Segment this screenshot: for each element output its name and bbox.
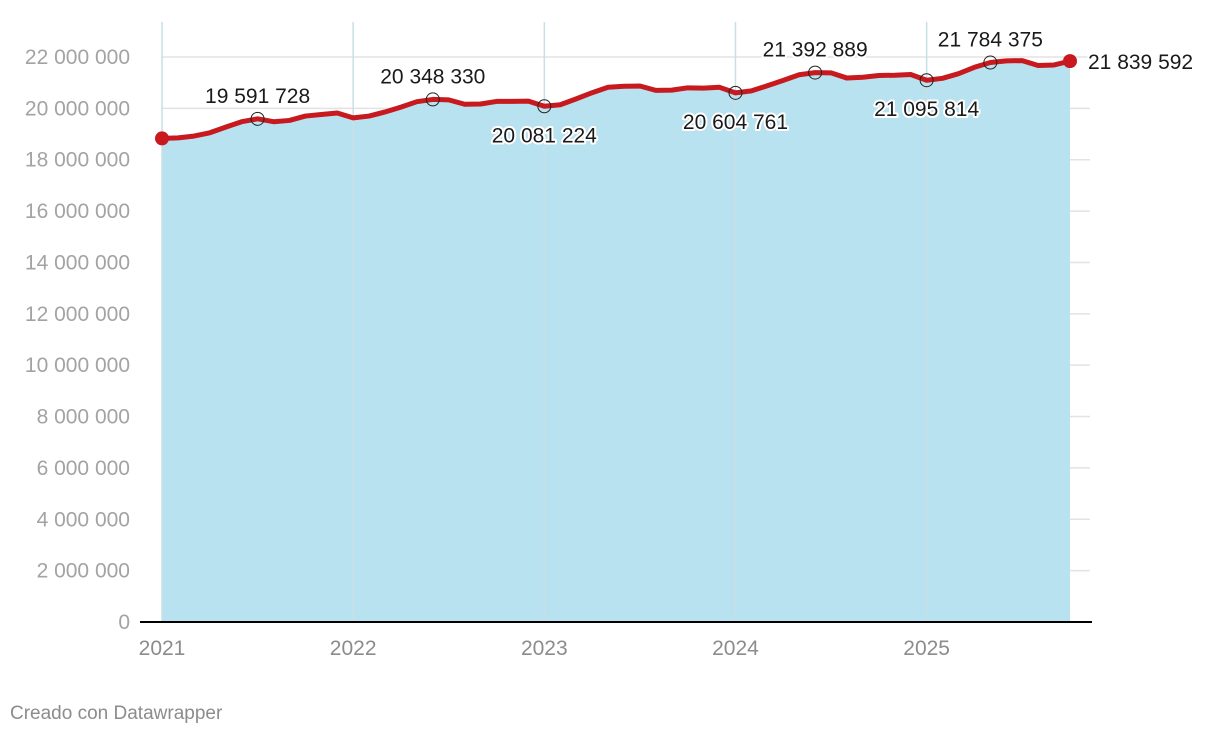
y-tick-label: 8 000 000 — [37, 406, 130, 429]
y-tick-label: 4 000 000 — [37, 508, 130, 531]
annotation-marker — [808, 65, 823, 80]
credit-text: Creado con Datawrapper — [10, 703, 223, 724]
x-tick-label: 2025 — [903, 637, 950, 660]
axes: 2021 2022 2023 2024 2025 — [139, 621, 1092, 660]
annotation-marker — [537, 99, 552, 114]
series-area — [162, 60, 1070, 622]
annotation-label: 20 604 761 — [683, 111, 788, 134]
y-tick-label: 14 000 000 — [25, 251, 130, 274]
y-tick-label: 22 000 000 — [25, 46, 130, 69]
series-line — [159, 58, 1073, 141]
annotation-label: 21 839 592 — [1088, 51, 1193, 74]
area-fill-layer — [162, 60, 1070, 622]
y-tick-label: 0 — [118, 611, 130, 634]
annotation-markers — [155, 54, 1077, 146]
series-line-layer — [159, 58, 1073, 141]
x-tick-label: 2022 — [330, 637, 377, 660]
annotation-marker — [919, 73, 934, 88]
annotation-label: 21 392 889 — [763, 39, 868, 62]
annotation-label: 21 784 375 — [938, 29, 1043, 52]
vertical-gridlines — [161, 22, 928, 622]
series-start-point — [155, 131, 169, 146]
y-tick-label: 16 000 000 — [25, 200, 130, 223]
y-tick-label: 6 000 000 — [37, 457, 130, 480]
x-tick-label: 2023 — [521, 637, 568, 660]
annotation-label: 20 081 224 — [492, 124, 597, 147]
annotation-label: 21 095 814 — [874, 98, 979, 121]
y-tick-label: 10 000 000 — [25, 354, 130, 377]
annotation-label: 20 348 330 — [380, 65, 485, 88]
y-tick-label: 2 000 000 — [37, 560, 130, 583]
y-tick-label: 18 000 000 — [25, 149, 130, 172]
y-tick-label: 12 000 000 — [25, 303, 130, 326]
x-tick-label: 2024 — [712, 637, 759, 660]
annotation-marker — [250, 111, 265, 126]
annotation-marker — [425, 92, 440, 107]
annotation-labels: 19 591 728 20 348 330 20 081 224 20 604 761… — [203, 27, 1195, 150]
annotation-marker — [728, 85, 743, 100]
annotation-marker — [983, 55, 998, 70]
annotation-label: 19 591 728 — [205, 85, 310, 108]
area-chart: 0 2 000 000 4 000 000 6 000 000 8 000 000 10 … — [25, 22, 1195, 660]
x-tick-label: 2021 — [139, 637, 186, 660]
series-end-point — [1063, 54, 1077, 69]
y-tick-label: 20 000 000 — [25, 97, 130, 120]
